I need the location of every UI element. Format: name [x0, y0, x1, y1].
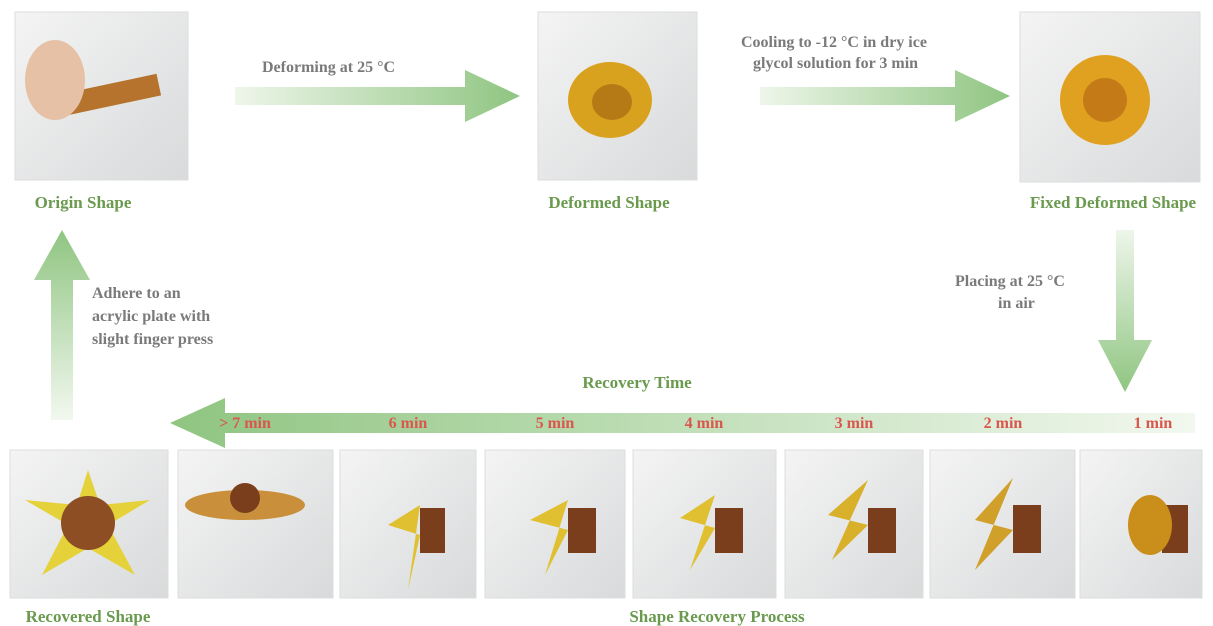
stage-label: Shape Recovery Process: [629, 607, 805, 626]
time-label: 1 min: [1134, 415, 1173, 432]
step-text: in air: [998, 295, 1035, 312]
step-text: Deforming at 25 °C: [262, 59, 395, 76]
step-text: Placing at 25 °C: [955, 273, 1065, 290]
time-label: 5 min: [536, 415, 575, 432]
stage-label: Deformed Shape: [548, 193, 670, 212]
arrow: [1098, 230, 1152, 392]
photo-fixed: [1019, 11, 1201, 183]
step-text: Adhere to an: [92, 285, 181, 302]
arrow: [235, 70, 520, 122]
time-label: 6 min: [389, 415, 428, 432]
arrow: [34, 230, 90, 420]
stage-label: Recovered Shape: [26, 607, 151, 626]
arrow: [170, 398, 1195, 448]
time-label: 4 min: [685, 415, 724, 432]
stage-label: Fixed Deformed Shape: [1030, 193, 1197, 212]
time-label: 3 min: [835, 415, 874, 432]
photo-origin: [14, 11, 189, 181]
step-text: glycol solution for 3 min: [753, 55, 918, 72]
photo-row: [9, 449, 1203, 599]
step-text: Cooling to -12 °C in dry ice: [741, 34, 927, 51]
stage-label: Origin Shape: [35, 193, 132, 212]
time-label: 2 min: [984, 415, 1023, 432]
arrow: [760, 70, 1010, 122]
time-label: > 7 min: [219, 415, 271, 432]
recovery-title: Recovery Time: [582, 373, 692, 392]
step-text: acrylic plate with: [92, 308, 210, 325]
step-text: slight finger press: [92, 331, 213, 348]
photo-deformed: [537, 11, 698, 181]
